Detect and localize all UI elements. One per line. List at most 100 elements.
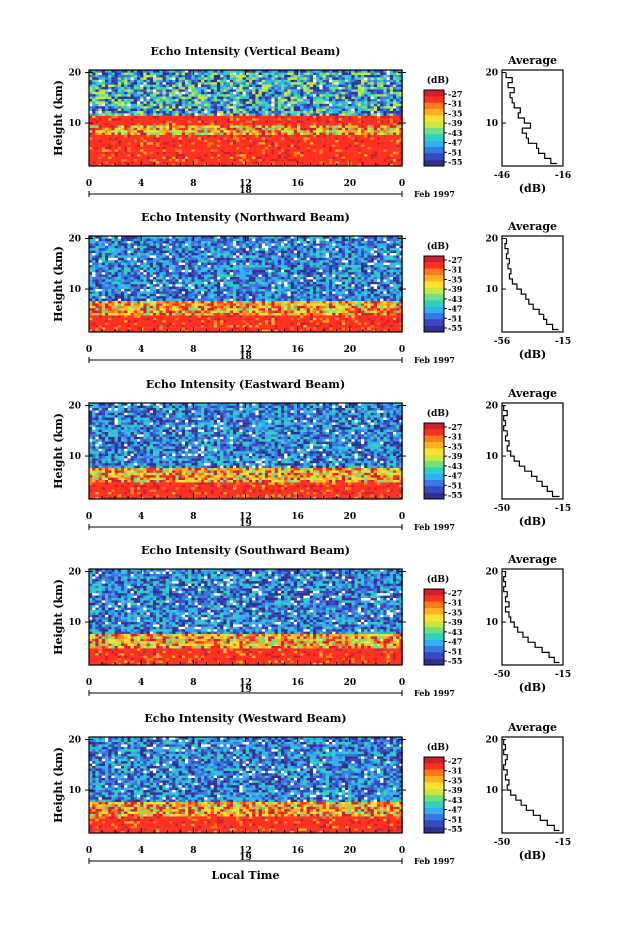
heatmap-cell	[185, 115, 189, 119]
heatmap-cell	[383, 310, 387, 313]
heatmap-cell	[329, 72, 333, 75]
heatmap-cell	[373, 74, 378, 78]
heatmap-cell	[242, 142, 246, 145]
heatmap-cell	[341, 324, 346, 328]
heatmap-cell	[153, 122, 157, 126]
heatmap-cell	[271, 70, 275, 73]
heatmap-cell	[220, 106, 224, 109]
heatmap-cell	[364, 151, 368, 155]
heatmap-cell	[197, 154, 202, 157]
heatmap-cell	[313, 98, 317, 102]
heatmap-cell	[290, 158, 294, 162]
heatmap-cell	[178, 125, 182, 128]
heatmap-cell	[332, 74, 336, 78]
heatmap-cell	[191, 96, 195, 99]
heatmap-cell	[111, 320, 115, 323]
heatmap-cell	[287, 139, 291, 143]
heatmap-cell	[322, 106, 326, 109]
heatmap-cell	[306, 132, 310, 135]
heatmap-cell	[277, 115, 282, 119]
heatmap-cell	[191, 154, 195, 157]
heatmap-cell	[178, 151, 182, 155]
heatmap-cell	[300, 94, 304, 97]
heatmap-cell	[370, 70, 374, 73]
heatmap-cell	[191, 77, 195, 80]
heatmap-cell	[172, 96, 176, 99]
heatmap-cell	[245, 151, 250, 155]
heatmap-cell	[201, 149, 205, 152]
heatmap-cell	[121, 74, 125, 78]
heatmap-cell	[220, 130, 224, 133]
heatmap-cell	[162, 89, 166, 92]
heatmap-cell	[290, 86, 294, 90]
heatmap-cell	[245, 308, 250, 311]
heatmap-cell	[137, 106, 141, 109]
heatmap-cell	[357, 134, 362, 138]
heatmap-cell	[380, 120, 384, 123]
heatmap-cell	[236, 84, 240, 87]
heatmap-cell	[348, 89, 352, 92]
heatmap-cell	[236, 315, 240, 318]
heatmap-cell	[178, 74, 182, 78]
heatmap-cell	[233, 115, 237, 119]
heatmap-cell	[258, 317, 262, 321]
heatmap-cell	[111, 156, 115, 159]
heatmap-cell	[242, 70, 246, 73]
heatmap-cell	[300, 324, 304, 328]
heatmap-cell	[265, 134, 269, 138]
heatmap-cell	[130, 118, 134, 121]
heatmap-cell	[146, 106, 150, 109]
heatmap-cell	[92, 137, 96, 140]
heatmap-cell	[169, 308, 173, 311]
heatmap-cell	[191, 127, 195, 131]
heatmap-cell	[271, 108, 275, 111]
heatmap-cell	[300, 308, 304, 311]
heatmap-cell	[242, 158, 246, 162]
heatmap-cell	[332, 127, 336, 131]
heatmap-cell	[229, 110, 234, 114]
heatmap-cell	[341, 149, 346, 152]
heatmap-cell	[111, 79, 115, 83]
heatmap-cell	[133, 74, 138, 78]
heatmap-cell	[239, 115, 243, 119]
heatmap-cell	[95, 144, 99, 147]
heatmap-cell	[229, 106, 234, 109]
heatmap-cell	[194, 77, 198, 80]
heatmap-cell	[239, 89, 243, 92]
colorbar-segment	[424, 121, 444, 129]
heatmap-cell	[389, 161, 394, 164]
heatmap-cell	[226, 308, 230, 311]
heatmap-cell	[309, 142, 314, 145]
heatmap-cell	[268, 86, 272, 90]
heatmap-cell	[309, 115, 314, 119]
heatmap-cell	[165, 82, 170, 85]
heatmap-cell	[159, 144, 163, 147]
heatmap-cell	[281, 89, 285, 92]
heatmap-cell	[89, 144, 93, 147]
heatmap-cell	[370, 149, 374, 152]
heatmap-cell	[293, 315, 298, 318]
heatmap-cell	[111, 327, 115, 330]
colorbar-frame	[423, 89, 445, 167]
heatmap-cell	[364, 161, 368, 164]
heatmap-cell	[191, 115, 195, 119]
heatmap-cell	[316, 86, 320, 90]
heatmap-cell	[121, 320, 125, 323]
heatmap-cell	[255, 324, 259, 328]
heatmap-cell	[127, 151, 131, 155]
heatmap-cell	[255, 320, 259, 323]
heatmap-cell	[242, 146, 246, 150]
heatmap-cell	[329, 161, 333, 164]
heatmap-cell	[325, 77, 330, 80]
heatmap-cell	[383, 312, 387, 316]
heatmap-cell	[149, 70, 154, 73]
month-label: Feb 1997	[414, 189, 455, 199]
heatmap-cell	[281, 110, 285, 114]
heatmap-cell	[313, 122, 317, 126]
heatmap-cell	[284, 308, 288, 311]
heatmap-cell	[194, 149, 198, 152]
heatmap-cell	[316, 120, 320, 123]
heatmap-cell	[105, 142, 109, 145]
heatmap-cell	[281, 310, 285, 313]
heatmap-cell	[156, 96, 160, 99]
